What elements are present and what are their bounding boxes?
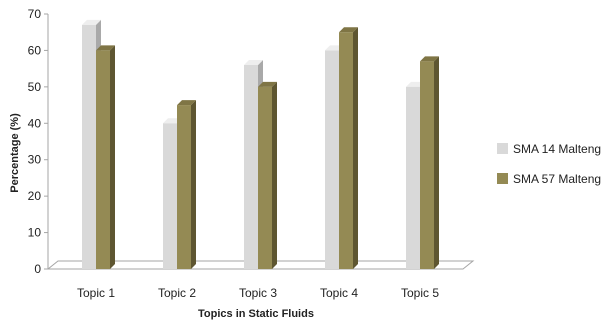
bar-front	[325, 50, 339, 269]
bar-top	[177, 100, 196, 106]
bar-front	[96, 50, 110, 269]
y-tick-label: 30	[28, 153, 42, 167]
bar-side	[272, 81, 277, 269]
y-axis-title: Percentage (%)	[9, 113, 21, 193]
y-tick-label: 0	[34, 262, 41, 276]
bar-top	[258, 81, 277, 87]
bar-top	[244, 60, 263, 65]
y-axis: 0 10 20 30 40 50 60 70	[28, 7, 49, 276]
bar-top	[82, 19, 101, 25]
legend-swatch	[497, 173, 508, 184]
bar-front	[244, 65, 258, 269]
y-tick-label: 20	[28, 189, 42, 203]
y-tick-label: 60	[28, 43, 42, 57]
bar-front	[177, 105, 191, 269]
bar	[420, 56, 439, 269]
bar-front	[339, 32, 353, 269]
x-axis-title: Topics in Static Fluids	[198, 308, 314, 320]
x-tick-label: Topic 4	[320, 286, 358, 300]
bar-side	[353, 27, 358, 270]
bars-group	[82, 19, 439, 270]
x-tick-label: Topic 5	[401, 286, 439, 300]
x-axis: Topic 1 Topic 2 Topic 3 Topic 4 Topic 5	[77, 286, 439, 300]
x-tick-label: Topic 3	[239, 286, 277, 300]
y-tick-label: 50	[28, 80, 42, 94]
x-tick-label: Topic 2	[158, 286, 196, 300]
legend-label: SMA 57 Malteng	[513, 172, 601, 186]
bar-side	[191, 100, 196, 269]
bar-front	[258, 86, 272, 269]
x-tick-label: Topic 1	[77, 286, 115, 300]
bar	[177, 100, 196, 269]
bar-top	[96, 45, 115, 51]
bar-side	[434, 56, 439, 269]
bar-front	[406, 86, 420, 269]
legend-swatch	[497, 143, 508, 154]
y-tick-label: 70	[28, 7, 42, 21]
y-tick-label: 40	[28, 116, 42, 130]
bar	[258, 81, 277, 269]
legend-label: SMA 14 Malteng	[513, 142, 601, 156]
bar-front	[82, 24, 96, 269]
bar-side	[110, 45, 115, 269]
bar-front	[163, 123, 177, 270]
bar	[96, 45, 115, 269]
bar	[339, 27, 358, 270]
legend: SMA 14 Malteng SMA 57 Malteng	[497, 142, 601, 186]
y-tick-label: 10	[28, 226, 42, 240]
bar-top	[339, 27, 358, 33]
bar-front	[420, 61, 434, 269]
bar-top	[420, 56, 439, 62]
